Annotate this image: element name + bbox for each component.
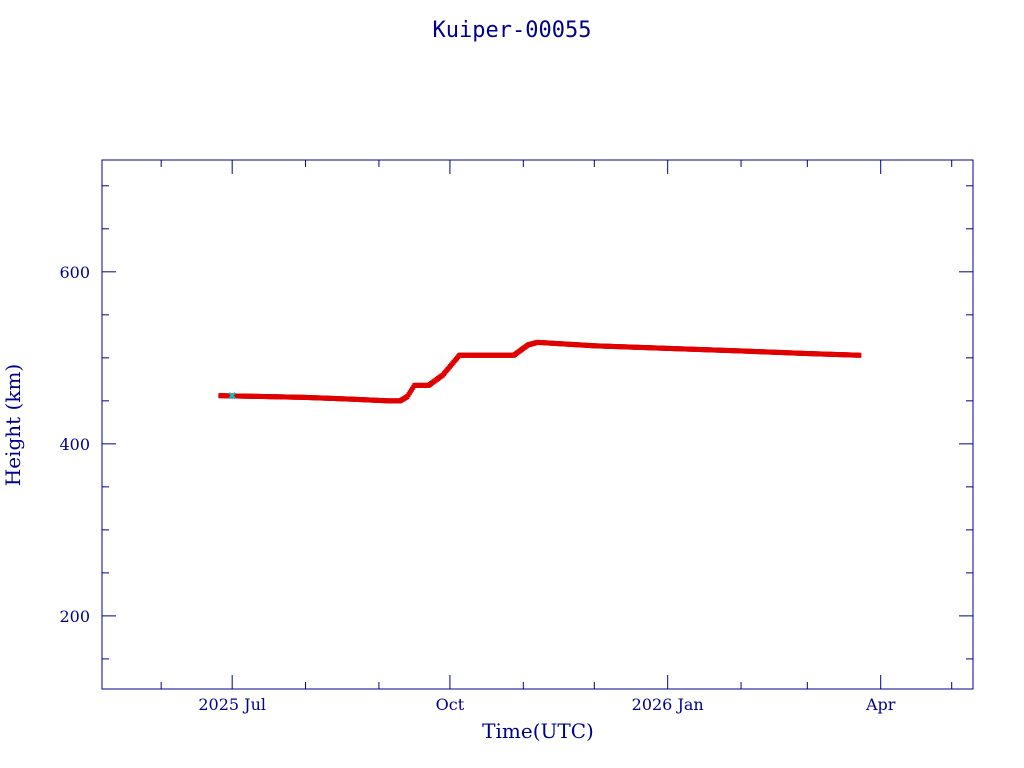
x-axis-label: Time(UTC) bbox=[482, 719, 594, 743]
y-tick-label: 200 bbox=[59, 607, 90, 626]
plot-frame bbox=[101, 159, 974, 690]
x-tick-label: 2025 Jul bbox=[198, 695, 266, 714]
highlight-marker bbox=[228, 391, 236, 400]
y-tick-label: 600 bbox=[59, 263, 90, 282]
y-tick-label: 400 bbox=[59, 435, 90, 454]
ticks: 200 400 600 2025 Jul Oct 2026 Jan Apr bbox=[59, 160, 973, 714]
y-axis-label: Height (km) bbox=[1, 364, 25, 486]
data-series bbox=[218, 339, 862, 404]
x-tick-label: Apr bbox=[865, 695, 896, 714]
data-point bbox=[857, 352, 862, 358]
x-tick-label: 2026 Jan bbox=[632, 695, 704, 714]
chart-title: Kuiper-00055 bbox=[433, 18, 592, 43]
x-tick-label: Oct bbox=[436, 695, 465, 714]
